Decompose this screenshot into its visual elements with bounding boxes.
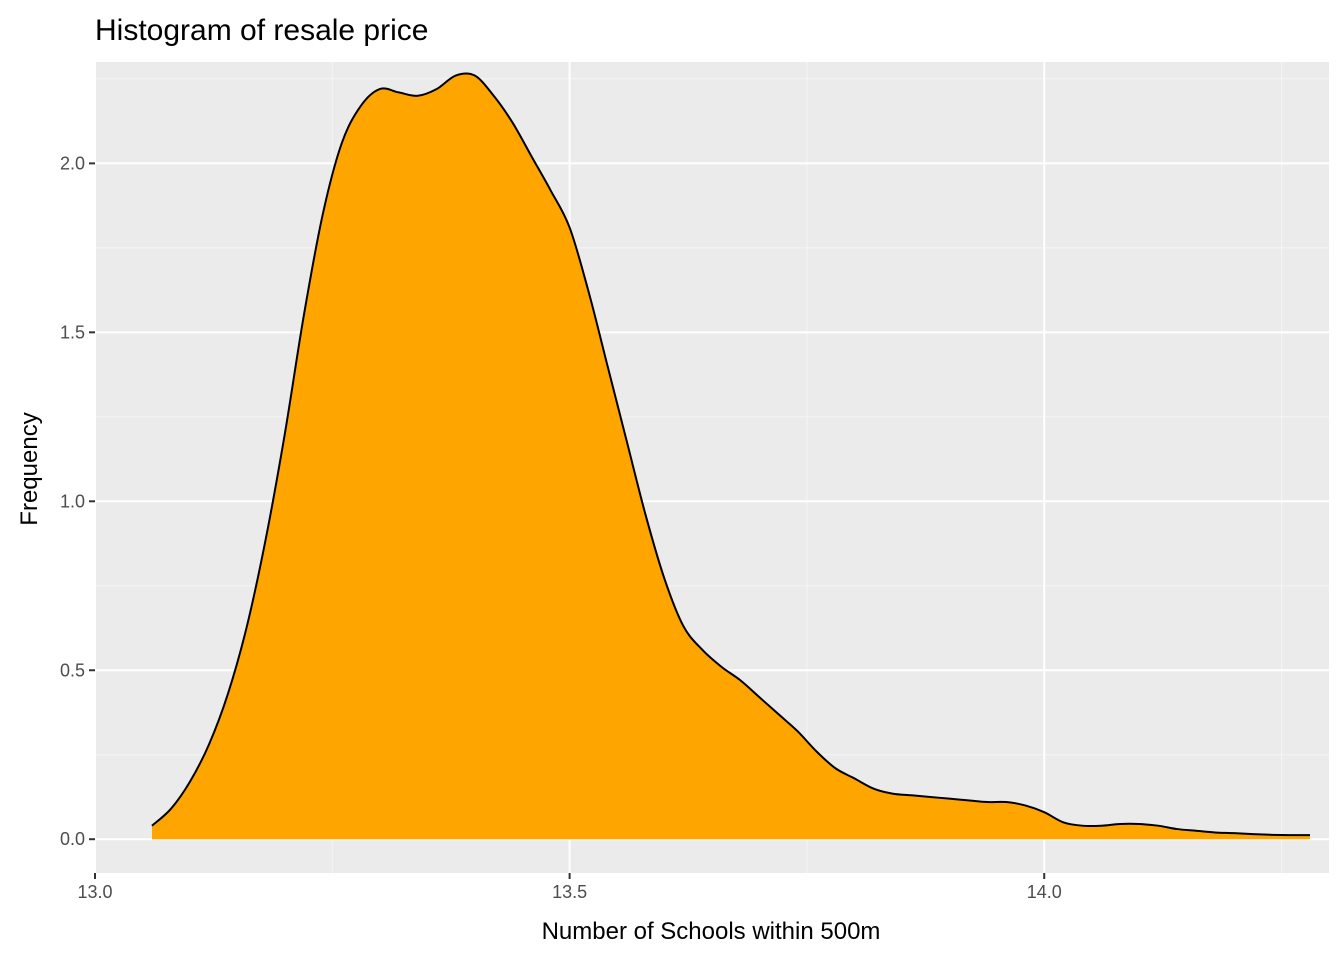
y-axis: 0.0 0.5 1.0 1.5 2.0 [60, 153, 95, 849]
y-tick-label: 1.5 [60, 322, 85, 342]
y-tick-label: 2.0 [60, 153, 85, 173]
density-curve [151, 72, 1311, 837]
x-tick-label: 14.0 [1027, 882, 1062, 902]
y-tick-label: 1.0 [60, 491, 85, 511]
x-tick-label: 13.0 [77, 882, 112, 902]
y-tick-label: 0.5 [60, 660, 85, 680]
x-axis-label: Number of Schools within 500m [542, 918, 881, 945]
y-axis-label: Frequency [16, 412, 43, 525]
density-area [151, 73, 1311, 840]
x-tick-label: 13.5 [552, 882, 587, 902]
chart-title: Histogram of resale price [95, 14, 428, 47]
x-axis: 13.0 13.5 14.0 [77, 873, 1062, 902]
y-tick-label: 0.0 [60, 829, 85, 849]
